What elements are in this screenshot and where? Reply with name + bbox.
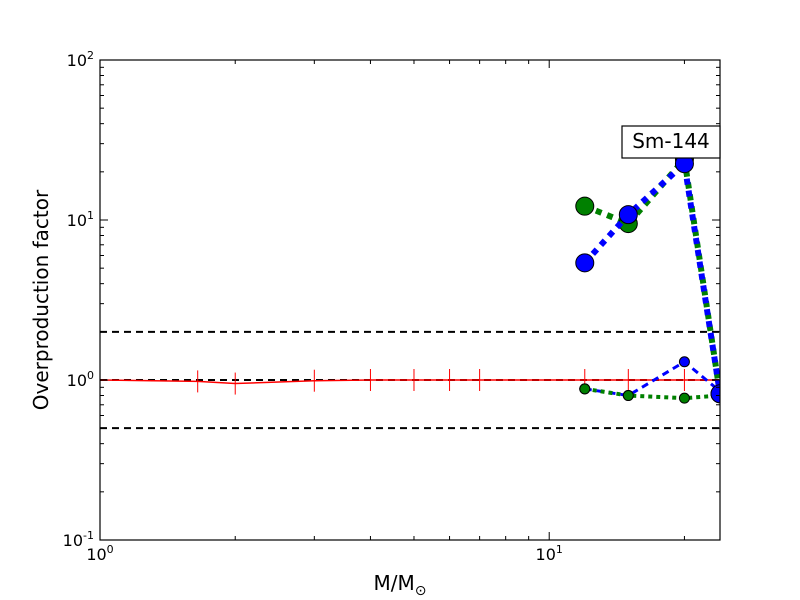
series-4-point-2 xyxy=(678,356,690,368)
plot-frame xyxy=(99,59,721,541)
y-tick-label-0: 10-1 xyxy=(63,529,94,550)
series-1-point-0 xyxy=(575,196,595,216)
series-3-point-0 xyxy=(579,383,591,395)
series-3-point-2 xyxy=(678,392,690,404)
series-3-point-1 xyxy=(622,390,634,402)
x-tick-label-0: 100 xyxy=(86,543,113,564)
series-2-point-3 xyxy=(710,384,720,404)
series-0-line xyxy=(100,379,720,385)
annotation-box: Sm-144 xyxy=(621,125,721,159)
x-axis-label-sub: ⊙ xyxy=(415,583,427,599)
series-2-point-1 xyxy=(618,205,638,225)
series-2 xyxy=(575,154,720,404)
y-tick-label-2: 101 xyxy=(67,209,94,230)
axis-ticks xyxy=(99,59,720,541)
x-axis-label-main: M/M xyxy=(374,571,415,595)
y-tick-label-1: 100 xyxy=(67,369,94,390)
y-axis-label: Overproduction factor xyxy=(29,189,53,410)
series-4-line xyxy=(584,359,720,398)
y-tick-label-3: 102 xyxy=(67,49,94,70)
series-2-point-0 xyxy=(575,253,595,273)
plot-area xyxy=(100,60,720,540)
annotation-frame xyxy=(621,125,721,159)
series-3-line xyxy=(584,386,720,401)
x-tick-label-1: 101 xyxy=(536,543,563,564)
x-axis-label: M/M⊙ xyxy=(374,571,427,599)
annotation-label: Sm-144 xyxy=(632,129,710,153)
series-2-line xyxy=(582,157,720,395)
series-0 xyxy=(100,369,720,395)
